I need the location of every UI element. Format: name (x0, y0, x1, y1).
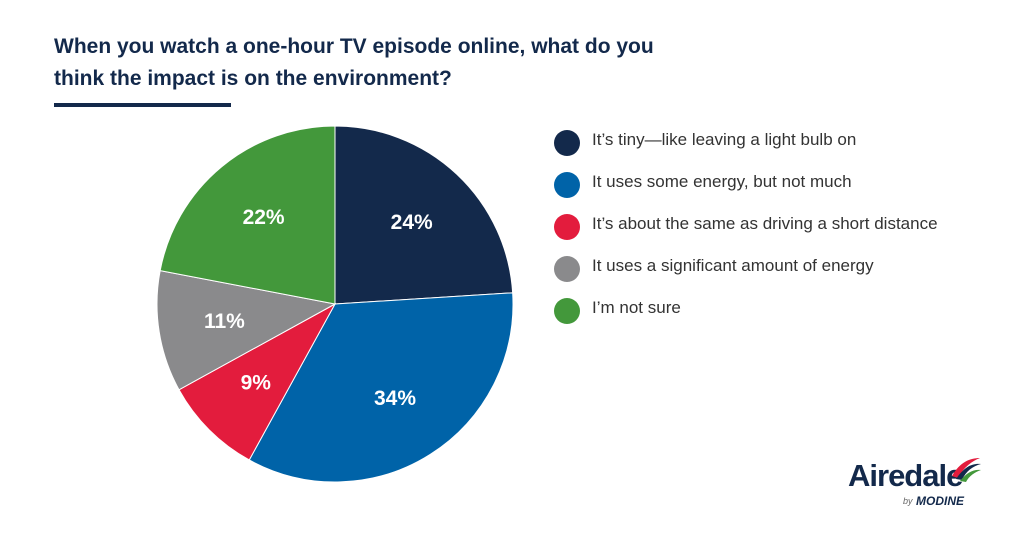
chart-title-line-2: think the impact is on the environment? (54, 67, 452, 90)
pie-slice-significant (156, 270, 337, 391)
pie-slice-not-sure (159, 125, 336, 305)
legend-label-some-energy: It uses some energy, but not much (592, 172, 852, 191)
legend-swatch-not-sure (554, 298, 580, 324)
logo-wordmark: Airedale (848, 458, 963, 493)
title-underline (54, 103, 231, 107)
legend-label-not-sure: I’m not sure (592, 298, 681, 317)
logo-by-text: by (903, 496, 913, 506)
pie-label-driving: 9% (241, 372, 272, 395)
pie-slice-tiny (334, 125, 514, 305)
pie-slice-driving (178, 302, 337, 461)
chart-title-line-1: When you watch a one-hour TV episode onl… (54, 35, 654, 58)
pie-chart: 24% 34% 9% 11% 22% (156, 125, 514, 483)
legend-swatch-tiny (554, 130, 580, 156)
airedale-logo: Airedale by MODINE (846, 452, 986, 512)
legend-swatch-some-energy (554, 172, 580, 198)
pie-label-tiny: 24% (391, 211, 433, 234)
legend-swatch-driving (554, 214, 580, 240)
pie-label-not-sure: 22% (243, 206, 285, 229)
legend-label-significant: It uses a significant amount of energy (592, 256, 874, 275)
legend-swatch-significant (554, 256, 580, 282)
pie-label-significant: 11% (204, 310, 245, 333)
legend-label-driving: It’s about the same as driving a short d… (592, 214, 938, 233)
airedale-swoosh-icon (952, 458, 981, 482)
chart-title: When you watch a one-hour TV episode onl… (54, 31, 774, 95)
pie-label-some-energy: 34% (374, 387, 416, 410)
legend-label-tiny: It’s tiny—like leaving a light bulb on (592, 130, 857, 149)
logo-modine-text: MODINE (916, 494, 964, 508)
